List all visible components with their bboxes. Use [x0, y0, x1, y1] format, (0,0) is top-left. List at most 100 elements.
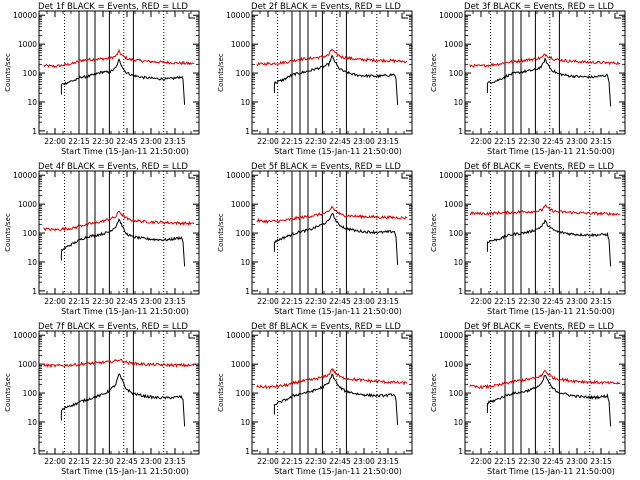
y-axis-label: Counts/sec: [430, 213, 438, 252]
y-tick-label: 100: [23, 229, 38, 238]
x-tick-label: 23:00: [566, 457, 588, 466]
y-axis-label: Counts/sec: [430, 53, 438, 92]
y-axis-label: Counts/sec: [217, 213, 225, 252]
x-tick-label: 23:15: [377, 297, 399, 306]
x-tick-label: 23:00: [566, 297, 588, 306]
x-tick-label: 22:15: [68, 457, 90, 466]
plot-frame: [251, 10, 413, 135]
detector-panel: Det 4f BLACK = Events, RED = LLD Counts/s…: [4, 162, 200, 316]
y-tick-label: 1000: [18, 360, 37, 369]
y-axis-label: Counts/sec: [4, 213, 12, 252]
x-tick-label: 22:45: [329, 457, 351, 466]
panel-title: Det 2f BLACK = Events, RED = LLD: [251, 2, 401, 12]
y-tick-label: 10000: [13, 11, 37, 20]
events-series-line: [487, 57, 612, 107]
x-axis-label: Start Time (15-Jan-11 21:50:00): [274, 307, 402, 316]
y-tick-label: 1000: [18, 40, 37, 49]
y-axis-label: Counts/sec: [217, 373, 225, 412]
x-tick-label: 23:15: [164, 457, 186, 466]
x-tick-label: 23:00: [140, 457, 162, 466]
x-tick-label: 22:30: [518, 137, 540, 146]
y-tick-label: 1000: [444, 200, 463, 209]
detector-panel: Det 5f BLACK = Events, RED = LLD Counts/s…: [217, 162, 413, 316]
lld-series-line: [256, 205, 408, 225]
x-tick-label: 23:15: [590, 457, 612, 466]
y-tick-label: 100: [236, 69, 251, 78]
y-tick-label: 10000: [439, 331, 463, 340]
x-tick-label: 22:30: [305, 297, 327, 306]
y-tick-label: 10000: [13, 331, 37, 340]
y-tick-label: 10: [27, 258, 37, 267]
x-tick-label: 23:00: [353, 297, 375, 306]
y-tick-label: 1: [32, 447, 37, 456]
corner-bracket-glyph: [401, 333, 408, 339]
y-tick-label: 1000: [231, 40, 250, 49]
y-tick-label: 10: [453, 258, 463, 267]
x-tick-label: 22:45: [329, 297, 351, 306]
y-tick-label: 1000: [444, 40, 463, 49]
x-tick-label: 22:15: [281, 457, 303, 466]
y-tick-label: 10: [27, 98, 37, 107]
x-tick-label: 22:00: [257, 297, 279, 306]
x-axis-label: Start Time (15-Jan-11 21:50:00): [274, 147, 402, 156]
x-tick-label: 22:00: [44, 457, 66, 466]
x-tick-label: 22:30: [92, 297, 114, 306]
corner-bracket-glyph: [614, 13, 621, 19]
panel-title: Det 9f BLACK = Events, RED = LLD: [464, 322, 614, 332]
y-tick-label: 10: [453, 98, 463, 107]
y-tick-label: 100: [449, 229, 464, 238]
plot-frame: [38, 330, 200, 455]
corner-bracket-glyph: [188, 173, 195, 179]
y-tick-label: 1: [245, 447, 250, 456]
x-tick-label: 23:15: [377, 137, 399, 146]
y-tick-label: 100: [236, 229, 251, 238]
x-tick-label: 23:15: [377, 457, 399, 466]
y-tick-label: 10000: [439, 171, 463, 180]
y-tick-label: 100: [449, 69, 464, 78]
detector-panel: Det 2f BLACK = Events, RED = LLD Counts/s…: [217, 2, 413, 156]
y-tick-label: 10000: [226, 331, 250, 340]
x-tick-label: 22:30: [305, 137, 327, 146]
corner-bracket-glyph: [401, 173, 408, 179]
x-axis-label: Start Time (15-Jan-11 21:50:00): [487, 467, 615, 476]
x-tick-label: 22:45: [329, 137, 351, 146]
panel-title: Det 6f BLACK = Events, RED = LLD: [464, 162, 614, 172]
lld-series-line: [256, 367, 408, 390]
x-tick-label: 23:00: [140, 297, 162, 306]
x-tick-label: 22:00: [44, 137, 66, 146]
events-series-line: [274, 212, 399, 265]
x-tick-label: 22:30: [92, 137, 114, 146]
y-tick-label: 1: [458, 287, 463, 296]
y-tick-label: 10000: [226, 171, 250, 180]
detector-panel: Det 7f BLACK = Events, RED = LLD Counts/s…: [4, 322, 200, 476]
y-tick-label: 10: [240, 98, 250, 107]
panel-title: Det 7f BLACK = Events, RED = LLD: [38, 322, 188, 332]
panel-title: Det 1f BLACK = Events, RED = LLD: [38, 2, 188, 12]
x-tick-label: 22:00: [257, 457, 279, 466]
lld-series-line: [43, 48, 195, 69]
detector-panel: Det 9f BLACK = Events, RED = LLD Counts/s…: [430, 322, 626, 476]
y-tick-label: 1: [245, 127, 250, 136]
events-series-line: [487, 219, 612, 267]
events-series-line: [60, 373, 186, 427]
plot-frame: [251, 330, 413, 455]
x-tick-label: 22:45: [116, 457, 138, 466]
y-axis-label: Counts/sec: [4, 53, 12, 92]
x-tick-label: 22:00: [44, 297, 66, 306]
x-tick-label: 23:00: [353, 137, 375, 146]
corner-bracket-glyph: [401, 13, 408, 19]
events-series-line: [487, 374, 612, 427]
y-tick-label: 100: [449, 389, 464, 398]
y-tick-label: 1000: [444, 360, 463, 369]
x-tick-label: 22:15: [494, 457, 516, 466]
corner-bracket-glyph: [188, 13, 195, 19]
lld-series-line: [469, 53, 621, 68]
y-tick-label: 10: [240, 418, 250, 427]
x-tick-label: 22:45: [542, 137, 564, 146]
panel-title: Det 3f BLACK = Events, RED = LLD: [464, 2, 614, 12]
corner-bracket-glyph: [614, 333, 621, 339]
y-tick-label: 1: [32, 287, 37, 296]
x-tick-label: 22:45: [116, 137, 138, 146]
lld-series-line: [469, 203, 621, 217]
y-tick-label: 1000: [231, 200, 250, 209]
